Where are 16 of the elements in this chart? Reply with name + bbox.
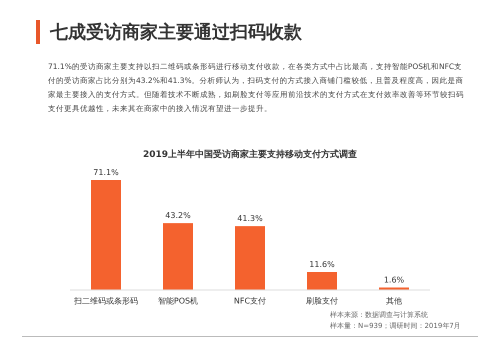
- chart-subtitle: 2019上半年中国受访商家主要支持移动支付方式调查: [142, 148, 358, 161]
- bar: [163, 223, 193, 290]
- x-tick-label: 智能POS机: [158, 296, 198, 306]
- data-label: 1.6%: [384, 276, 405, 285]
- x-tick-label: 刷脸支付: [306, 296, 338, 306]
- data-label: 71.1%: [93, 168, 120, 177]
- data-label: 41.3%: [237, 214, 264, 224]
- data-label: 11.6%: [309, 260, 336, 270]
- bar: [235, 226, 265, 290]
- bar: [307, 272, 337, 290]
- x-tick-label: 其他: [386, 296, 402, 306]
- x-tick-label: 扫二维码或条形码: [73, 296, 138, 306]
- chart-title: 七成受访商家主要通过扫码收款: [36, 20, 302, 44]
- x-tick-label: NFC支付: [234, 296, 266, 306]
- data-label: 43.2%: [165, 211, 192, 220]
- bar: [91, 180, 121, 290]
